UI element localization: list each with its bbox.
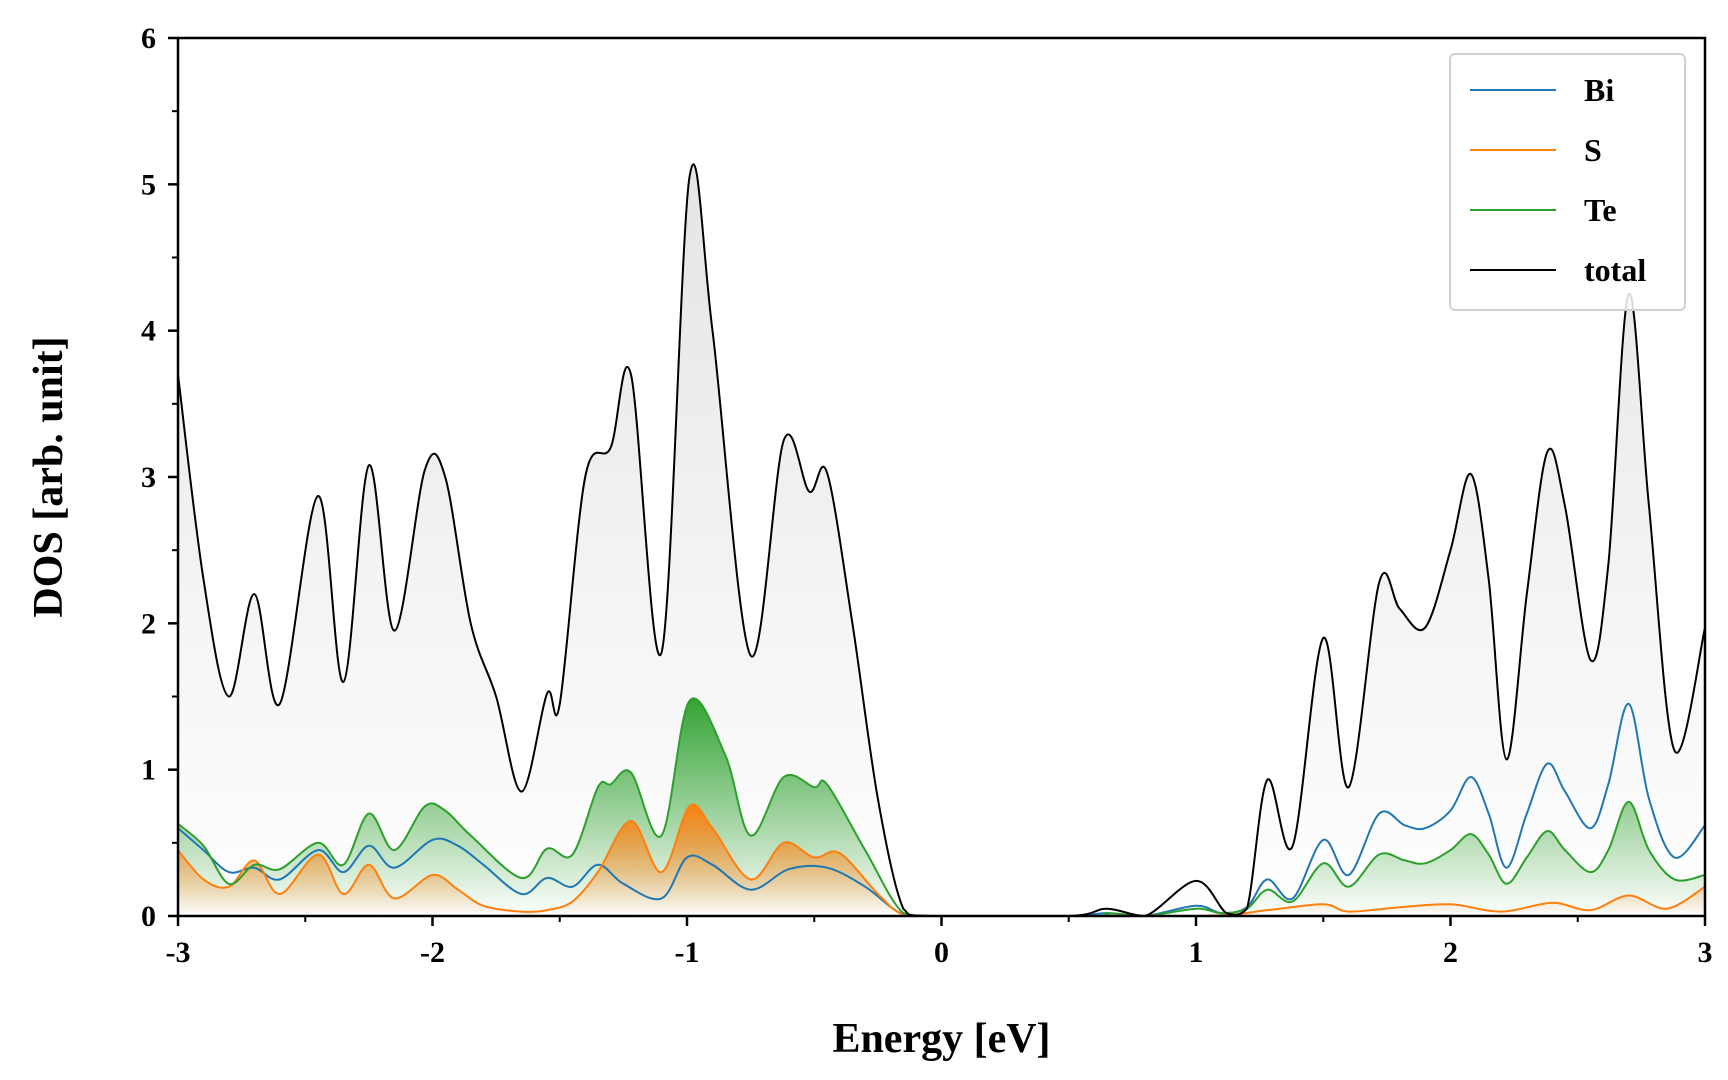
x-tick-label: -2 (420, 936, 445, 969)
x-axis-title: Energy [eV] (832, 1016, 1050, 1062)
legend: Bi S Te total (1449, 53, 1686, 311)
y-tick-label: 3 (141, 461, 156, 494)
legend-label-s: S (1584, 132, 1602, 168)
legend-label-total: total (1584, 252, 1646, 288)
x-tick-label: -1 (675, 936, 700, 969)
x-axis-ticks: -3 -2 -1 0 1 2 3 (166, 916, 1713, 969)
area-fill-total (178, 164, 1705, 916)
x-tick-label: 0 (934, 936, 949, 969)
y-tick-label: 2 (141, 607, 156, 640)
area-fill-te (178, 698, 1705, 916)
series-line-bi (178, 702, 1705, 916)
series-line-total (178, 163, 1705, 916)
x-tick-label: 2 (1443, 936, 1458, 969)
y-tick-label: 1 (141, 754, 156, 787)
x-tick-label: 1 (1189, 936, 1204, 969)
series-line-te (178, 697, 1705, 916)
y-axis-title: DOS [arb. unit] (26, 336, 72, 617)
legend-label-bi: Bi (1584, 72, 1614, 108)
y-tick-label: 4 (141, 315, 156, 348)
y-tick-label: 0 (141, 900, 156, 933)
series-lines (178, 163, 1705, 916)
y-tick-label: 6 (141, 22, 156, 55)
series-line-s (178, 803, 1705, 916)
legend-label-te: Te (1584, 192, 1617, 228)
x-tick-label: -3 (166, 936, 191, 969)
legend-box (1449, 53, 1686, 311)
x-tick-label: 3 (1698, 936, 1713, 969)
y-axis-ticks: 0 1 2 3 4 5 6 (141, 22, 178, 933)
area-fill-s (178, 804, 1705, 916)
area-fills (178, 164, 1705, 916)
y-tick-label: 5 (141, 168, 156, 201)
